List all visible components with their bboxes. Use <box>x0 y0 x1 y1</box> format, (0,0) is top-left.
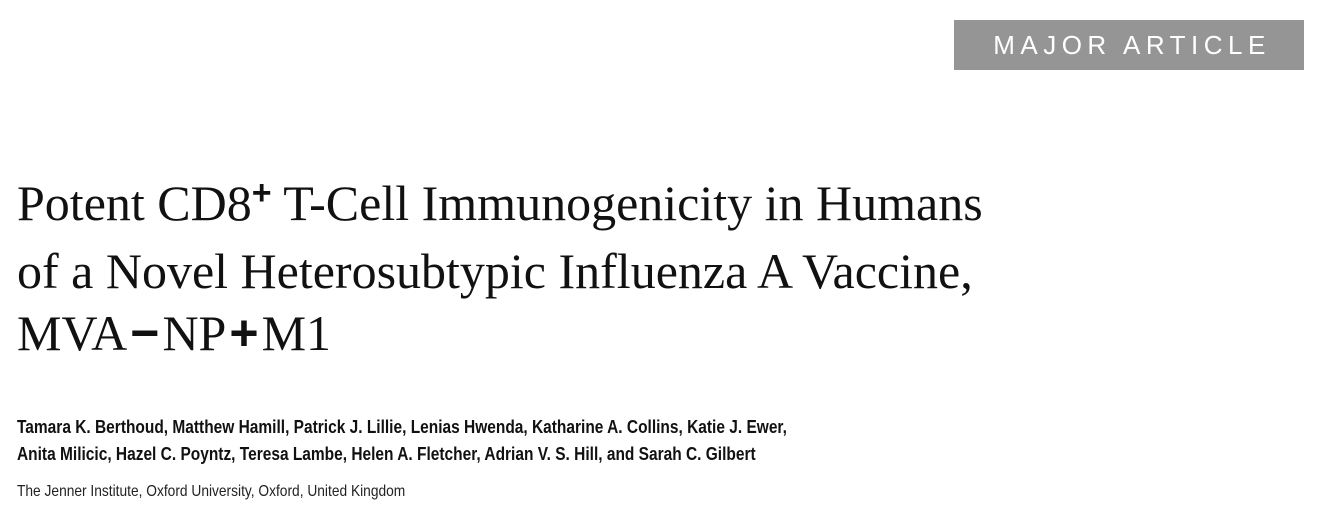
title-line-1-start: Potent CD8 <box>17 175 252 231</box>
section-label-text: MAJOR ARTICLE <box>993 29 1271 60</box>
author-affiliation: The Jenner Institute, Oxford University,… <box>17 483 406 500</box>
title-line-1-end: T-Cell Immunogenicity in Humans <box>271 175 983 231</box>
title-minus-symbol: − <box>130 305 160 361</box>
author-line-2: Anita Milicic, Hazel C. Poyntz, Teresa L… <box>17 444 756 464</box>
title-line-3: MVA−NP+M1 <box>17 302 983 364</box>
title-line-3-m1: M1 <box>261 305 332 361</box>
title-line-1: Potent CD8+ T-Cell Immunogenicity in Hum… <box>17 172 983 240</box>
title-line-2: of a Novel Heterosubtypic Influenza A Va… <box>17 243 973 299</box>
title-line-3-mva: MVA <box>17 305 128 361</box>
article-title: Potent CD8+ T-Cell Immunogenicity in Hum… <box>17 172 983 364</box>
title-superscript-plus: + <box>251 174 272 212</box>
section-label-badge: MAJOR ARTICLE <box>954 20 1304 70</box>
author-list: Tamara K. Berthoud, Matthew Hamill, Patr… <box>17 414 787 468</box>
title-plus-symbol: + <box>229 305 259 361</box>
title-line-3-np: NP <box>162 305 227 361</box>
author-line-1: Tamara K. Berthoud, Matthew Hamill, Patr… <box>17 417 787 437</box>
